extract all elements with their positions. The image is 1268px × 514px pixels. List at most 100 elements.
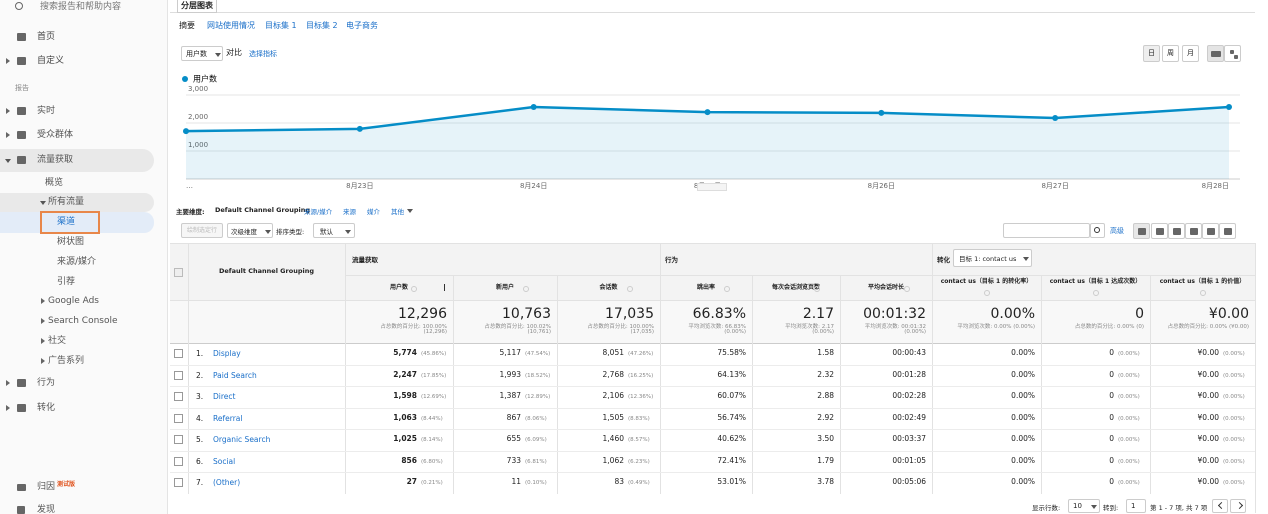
cell-percent: (16.25%) (628, 372, 654, 379)
row-dimension[interactable]: Social (213, 456, 236, 466)
column-header[interactable]: 会话数 (599, 284, 618, 291)
view-button[interactable] (1133, 223, 1150, 239)
view-button[interactable] (1151, 223, 1168, 239)
nav-item[interactable]: 社交 (48, 336, 67, 346)
dimension-option[interactable]: 来源/媒介 (304, 208, 333, 216)
view-button[interactable] (1185, 223, 1202, 239)
subtab[interactable]: 电子商务 (346, 21, 378, 30)
advanced-link[interactable]: 高级 (1110, 227, 1124, 235)
cell-percent: (6.09%) (525, 437, 547, 443)
goal-select[interactable]: 目标 1: contact us (953, 249, 1032, 267)
column-header[interactable]: 平均会话时长 (867, 284, 904, 291)
page-arrow (1217, 501, 1226, 510)
row-dimension[interactable]: Direct (213, 392, 236, 401)
nav-item[interactable]: 实时 (37, 106, 56, 116)
table-cell: 0.00% (932, 413, 1041, 425)
table-cell: 00:05:06 (840, 477, 932, 489)
total-caption: 占总数的百分比: 0.00% (0) (1074, 324, 1144, 330)
x-tick-label: 8月24日 (520, 182, 547, 190)
table-rule (453, 275, 454, 494)
nav-item[interactable]: Google Ads (48, 296, 99, 306)
row-dimension[interactable]: (Other) (213, 478, 241, 487)
view-button[interactable] (1168, 223, 1185, 239)
row-dimension[interactable]: Organic Search (213, 435, 271, 444)
table-rule (345, 275, 1255, 276)
goto-input[interactable]: 1 (1126, 499, 1146, 513)
row-checkbox[interactable] (174, 413, 183, 423)
cell-percent: (6.23%) (628, 458, 650, 465)
chart-type-button[interactable] (1224, 45, 1241, 62)
nav-item[interactable]: 来源/媒介 (57, 257, 97, 267)
row-dimension[interactable]: Display (213, 349, 241, 358)
nav-item[interactable]: 渠道 (57, 217, 76, 227)
tab[interactable]: 分层图表 (177, 0, 217, 13)
metric-select[interactable]: 用户数 (181, 46, 223, 61)
nav-item[interactable]: 树状图 (57, 237, 85, 247)
column-header[interactable]: contact us（目标 1 的转化率） (940, 278, 1033, 285)
nav-item[interactable]: 引荐 (57, 277, 76, 287)
nav-item[interactable]: 概览 (45, 178, 64, 188)
subtab[interactable]: 目标集 2 (306, 21, 338, 30)
page-button[interactable] (1212, 499, 1228, 513)
nav-item[interactable]: 自定义 (37, 56, 65, 66)
period-button[interactable]: 月 (1182, 45, 1199, 62)
table-cell: 00:03:37 (840, 434, 932, 446)
sort-select[interactable]: 默认 (313, 223, 355, 238)
column-header[interactable]: 跳出率 (696, 284, 715, 291)
row-dimension[interactable]: Paid Search (213, 370, 257, 380)
chart-type-button[interactable] (1207, 45, 1224, 62)
column-header[interactable]: contact us（目标 1 达成次数） (1049, 278, 1142, 285)
row-checkbox[interactable] (174, 456, 183, 466)
cell-percent: (0.00%) (1223, 437, 1245, 443)
dimension-option[interactable]: 来源 (343, 208, 356, 216)
nav-item[interactable]: Search Console (48, 316, 118, 326)
nav-item[interactable]: 归因 (37, 482, 56, 492)
nav-item[interactable]: 转化 (37, 403, 56, 413)
row-dimension[interactable]: Referral (213, 413, 243, 423)
period-button[interactable]: 周 (1162, 45, 1179, 62)
dimension-option[interactable]: 其他 (391, 208, 404, 216)
cell-percent: (12.69%) (421, 394, 447, 400)
caret (6, 380, 10, 386)
icon (1207, 228, 1215, 235)
column-header[interactable]: 用户数 (389, 284, 408, 291)
nav-item[interactable]: 受众群体 (37, 130, 74, 140)
plot-rows-button[interactable]: 绘制选定行 (181, 223, 223, 238)
nav-item[interactable]: 广告系列 (48, 356, 85, 366)
total-value: 17,035 (605, 306, 654, 322)
nav-item[interactable]: 所有流量 (48, 197, 85, 207)
page-button[interactable] (1230, 499, 1246, 513)
row-checkbox[interactable] (174, 392, 183, 401)
table-search-input[interactable] (1003, 223, 1090, 238)
subtab[interactable]: 摘要 (179, 21, 195, 30)
help-icon (904, 286, 910, 292)
choose-metric[interactable]: 选择指标 (249, 50, 277, 58)
search-hint[interactable]: 搜索报告和帮助内容 (40, 2, 122, 12)
period-button[interactable]: 日 (1143, 45, 1160, 62)
view-button[interactable] (1219, 223, 1236, 239)
table-cell: 53.01% (660, 477, 752, 489)
subtab[interactable]: 网站使用情况 (207, 21, 255, 30)
search-icon (15, 2, 23, 10)
subtab[interactable]: 目标集 1 (265, 21, 297, 30)
rows-select[interactable]: 10 (1068, 499, 1100, 513)
row-checkbox[interactable] (174, 370, 183, 380)
row-checkbox[interactable] (174, 478, 183, 487)
cell-value: 3.50 (817, 434, 834, 443)
column-header[interactable]: contact us（目标 1 的价值） (1159, 278, 1246, 285)
icon (17, 107, 26, 115)
nav-item[interactable]: 发现 (37, 505, 56, 514)
table-search-button[interactable] (1090, 223, 1105, 238)
nav-item[interactable]: 流量获取 (37, 155, 74, 165)
row-checkbox[interactable] (174, 349, 183, 358)
dimension-option[interactable]: 媒介 (367, 208, 380, 216)
column-header[interactable]: 每次会话浏览页数 (771, 284, 820, 291)
view-button[interactable] (1202, 223, 1219, 239)
secondary-dimension[interactable]: 次级维度 (227, 223, 273, 238)
row-checkbox[interactable] (174, 435, 183, 444)
cell-value: 00:00:43 (892, 348, 926, 357)
nav-item[interactable]: 首页 (37, 32, 56, 42)
column-header[interactable]: 新用户 (495, 284, 514, 291)
nav-item[interactable]: 行为 (37, 378, 56, 388)
x-tick-label: 8月27日 (1041, 182, 1068, 190)
